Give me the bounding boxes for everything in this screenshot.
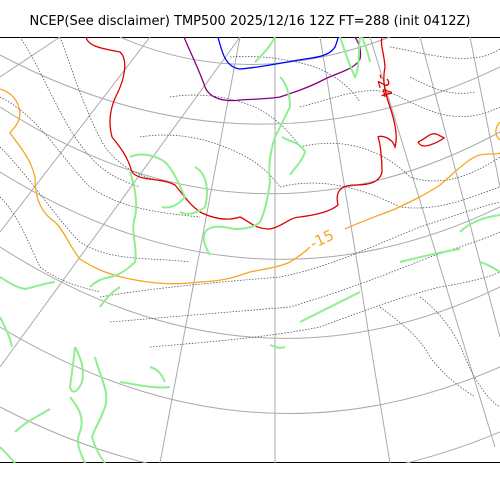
orange-isotherm — [495, 121, 500, 141]
thin-contour — [59, 37, 166, 183]
thin-contour — [229, 56, 361, 103]
longitude-line — [469, 37, 500, 188]
thin-contour — [0, 196, 101, 293]
coastline-asia — [14, 408, 51, 433]
blue-isotherm — [217, 37, 339, 70]
orange-isotherm — [0, 88, 311, 285]
coastline-pacific-islands — [119, 381, 171, 389]
map-frame — [0, 37, 500, 463]
latitude-line — [0, 106, 500, 195]
weather-map: -24 -15 — [0, 37, 500, 463]
orange-isotherm — [344, 152, 500, 230]
latitude-line — [0, 326, 500, 415]
latitude-line — [0, 171, 500, 260]
coastline-china — [89, 171, 138, 288]
coastline-north-america — [399, 248, 461, 263]
coastline-taiwan — [68, 346, 84, 393]
coastline-pacific-islands — [269, 344, 286, 349]
thin-contour — [279, 182, 500, 209]
coastline-asia — [0, 316, 13, 348]
thin-contours — [0, 37, 500, 408]
coastlines — [0, 37, 500, 463]
red-isotherm — [417, 133, 446, 147]
longitude-line — [0, 37, 241, 368]
thin-contour — [419, 296, 500, 408]
thin-contour — [19, 37, 141, 188]
thin-contour — [139, 134, 281, 188]
latitude-gridlines — [0, 37, 500, 463]
thin-contour — [379, 306, 476, 398]
latitude-line — [119, 37, 391, 65]
thin-contour — [169, 94, 301, 148]
longitude-line — [159, 37, 241, 463]
coastline-japan — [281, 136, 307, 176]
thin-contour — [109, 231, 500, 323]
coastline-aleutians — [479, 261, 500, 273]
coastline-japan — [202, 76, 292, 256]
coastline-korea — [129, 153, 187, 209]
thin-contour — [409, 76, 476, 94]
coastline-korea — [179, 166, 208, 215]
thin-contour — [0, 96, 201, 218]
thin-contour — [149, 271, 500, 348]
red-isotherm — [85, 37, 397, 230]
coastline-philippines — [69, 396, 86, 463]
latitude-line — [0, 406, 500, 463]
latitude-line — [0, 54, 500, 125]
coastline-sakhalin — [339, 37, 361, 80]
thin-contour — [389, 46, 500, 59]
coastline-asia — [0, 446, 16, 463]
coastline-china — [99, 286, 121, 308]
coastline-pacific-islands — [299, 291, 361, 323]
coastline-china — [0, 276, 56, 291]
coastline-korea-japan — [254, 37, 276, 63]
orange-contour-label: -15 — [307, 226, 337, 253]
longitude-line — [0, 37, 61, 78]
map-title: NCEP(See disclaimer) TMP500 2025/12/16 1… — [29, 14, 471, 29]
thin-contour — [99, 201, 500, 298]
thin-contour — [299, 142, 500, 182]
longitude-line — [369, 37, 496, 448]
latitude-line — [0, 246, 500, 339]
coastline-kuril — [361, 37, 371, 63]
coastline-philippines — [90, 356, 108, 463]
coastline-north-america — [459, 214, 500, 233]
longitude-gridlines — [0, 37, 500, 463]
coastline-pacific-islands — [149, 366, 166, 383]
longitude-line — [319, 37, 391, 463]
red-contour-label: -24 — [372, 71, 396, 99]
thin-contour — [0, 146, 191, 263]
longitude-line — [419, 37, 500, 338]
purple-isotherm — [183, 37, 362, 102]
thin-contour — [299, 90, 500, 118]
